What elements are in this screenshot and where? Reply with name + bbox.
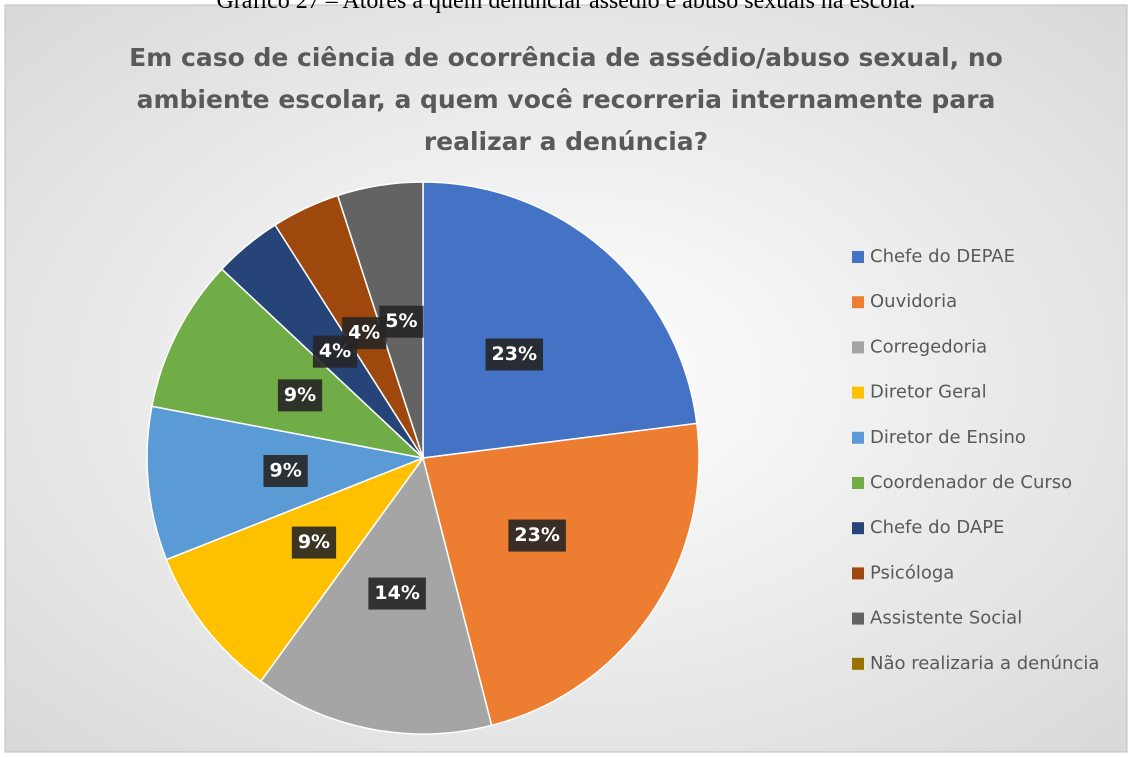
legend-swatch <box>852 431 864 444</box>
data-label: 23% <box>514 524 559 546</box>
label-box <box>485 338 544 371</box>
data-label: 23% <box>492 343 537 365</box>
data-label: 5% <box>385 310 417 332</box>
label-box <box>291 526 337 559</box>
data-label: 4% <box>348 322 380 344</box>
legend-label: Psicóloga <box>870 562 954 583</box>
pie-slice <box>151 268 426 460</box>
legend-label: Chefe do DAPE <box>870 517 1004 538</box>
chart-title: Em caso de ciência de ocorrência de assé… <box>129 43 1003 72</box>
legend-swatch <box>852 296 864 309</box>
label-box <box>342 317 387 350</box>
legend-label: Coordenador de Curso <box>870 472 1072 493</box>
legend-swatch <box>852 386 864 399</box>
label-box <box>263 454 308 487</box>
label-box <box>508 519 566 552</box>
legend-label: Assistente Social <box>870 608 1022 629</box>
legend-label: Diretor de Ensino <box>870 427 1026 448</box>
legend-swatch <box>852 341 864 354</box>
legend-label: Corregedoria <box>870 336 987 357</box>
data-label: 9% <box>269 459 301 481</box>
chart-title: realizar a denúncia? <box>424 127 708 156</box>
pie-slice <box>165 456 426 683</box>
legend-label: Ouvidoria <box>870 291 957 312</box>
data-label: 9% <box>284 384 316 406</box>
legend-label: Chefe do DEPAE <box>870 246 1015 267</box>
label-box <box>368 577 426 610</box>
legend-swatch <box>852 477 864 489</box>
legend-swatch <box>852 251 864 263</box>
legend-swatch <box>852 657 864 670</box>
chart-title: ambiente escolar, a quem você recorreria… <box>137 85 996 114</box>
label-box <box>379 305 424 338</box>
pie-slice <box>422 181 698 459</box>
legend-swatch <box>852 567 864 580</box>
data-label: 14% <box>374 582 419 604</box>
legend-swatch <box>852 522 864 535</box>
label-box <box>277 379 323 412</box>
legend-label: Diretor Geral <box>870 382 987 403</box>
pie-slice <box>422 422 700 727</box>
legend-label: Não realizaria a denúncia <box>870 653 1099 674</box>
legend-swatch <box>852 612 864 625</box>
caption: Gráfico 27 – Atores a quem denunciar ass… <box>216 0 915 14</box>
data-label: 9% <box>298 531 330 553</box>
